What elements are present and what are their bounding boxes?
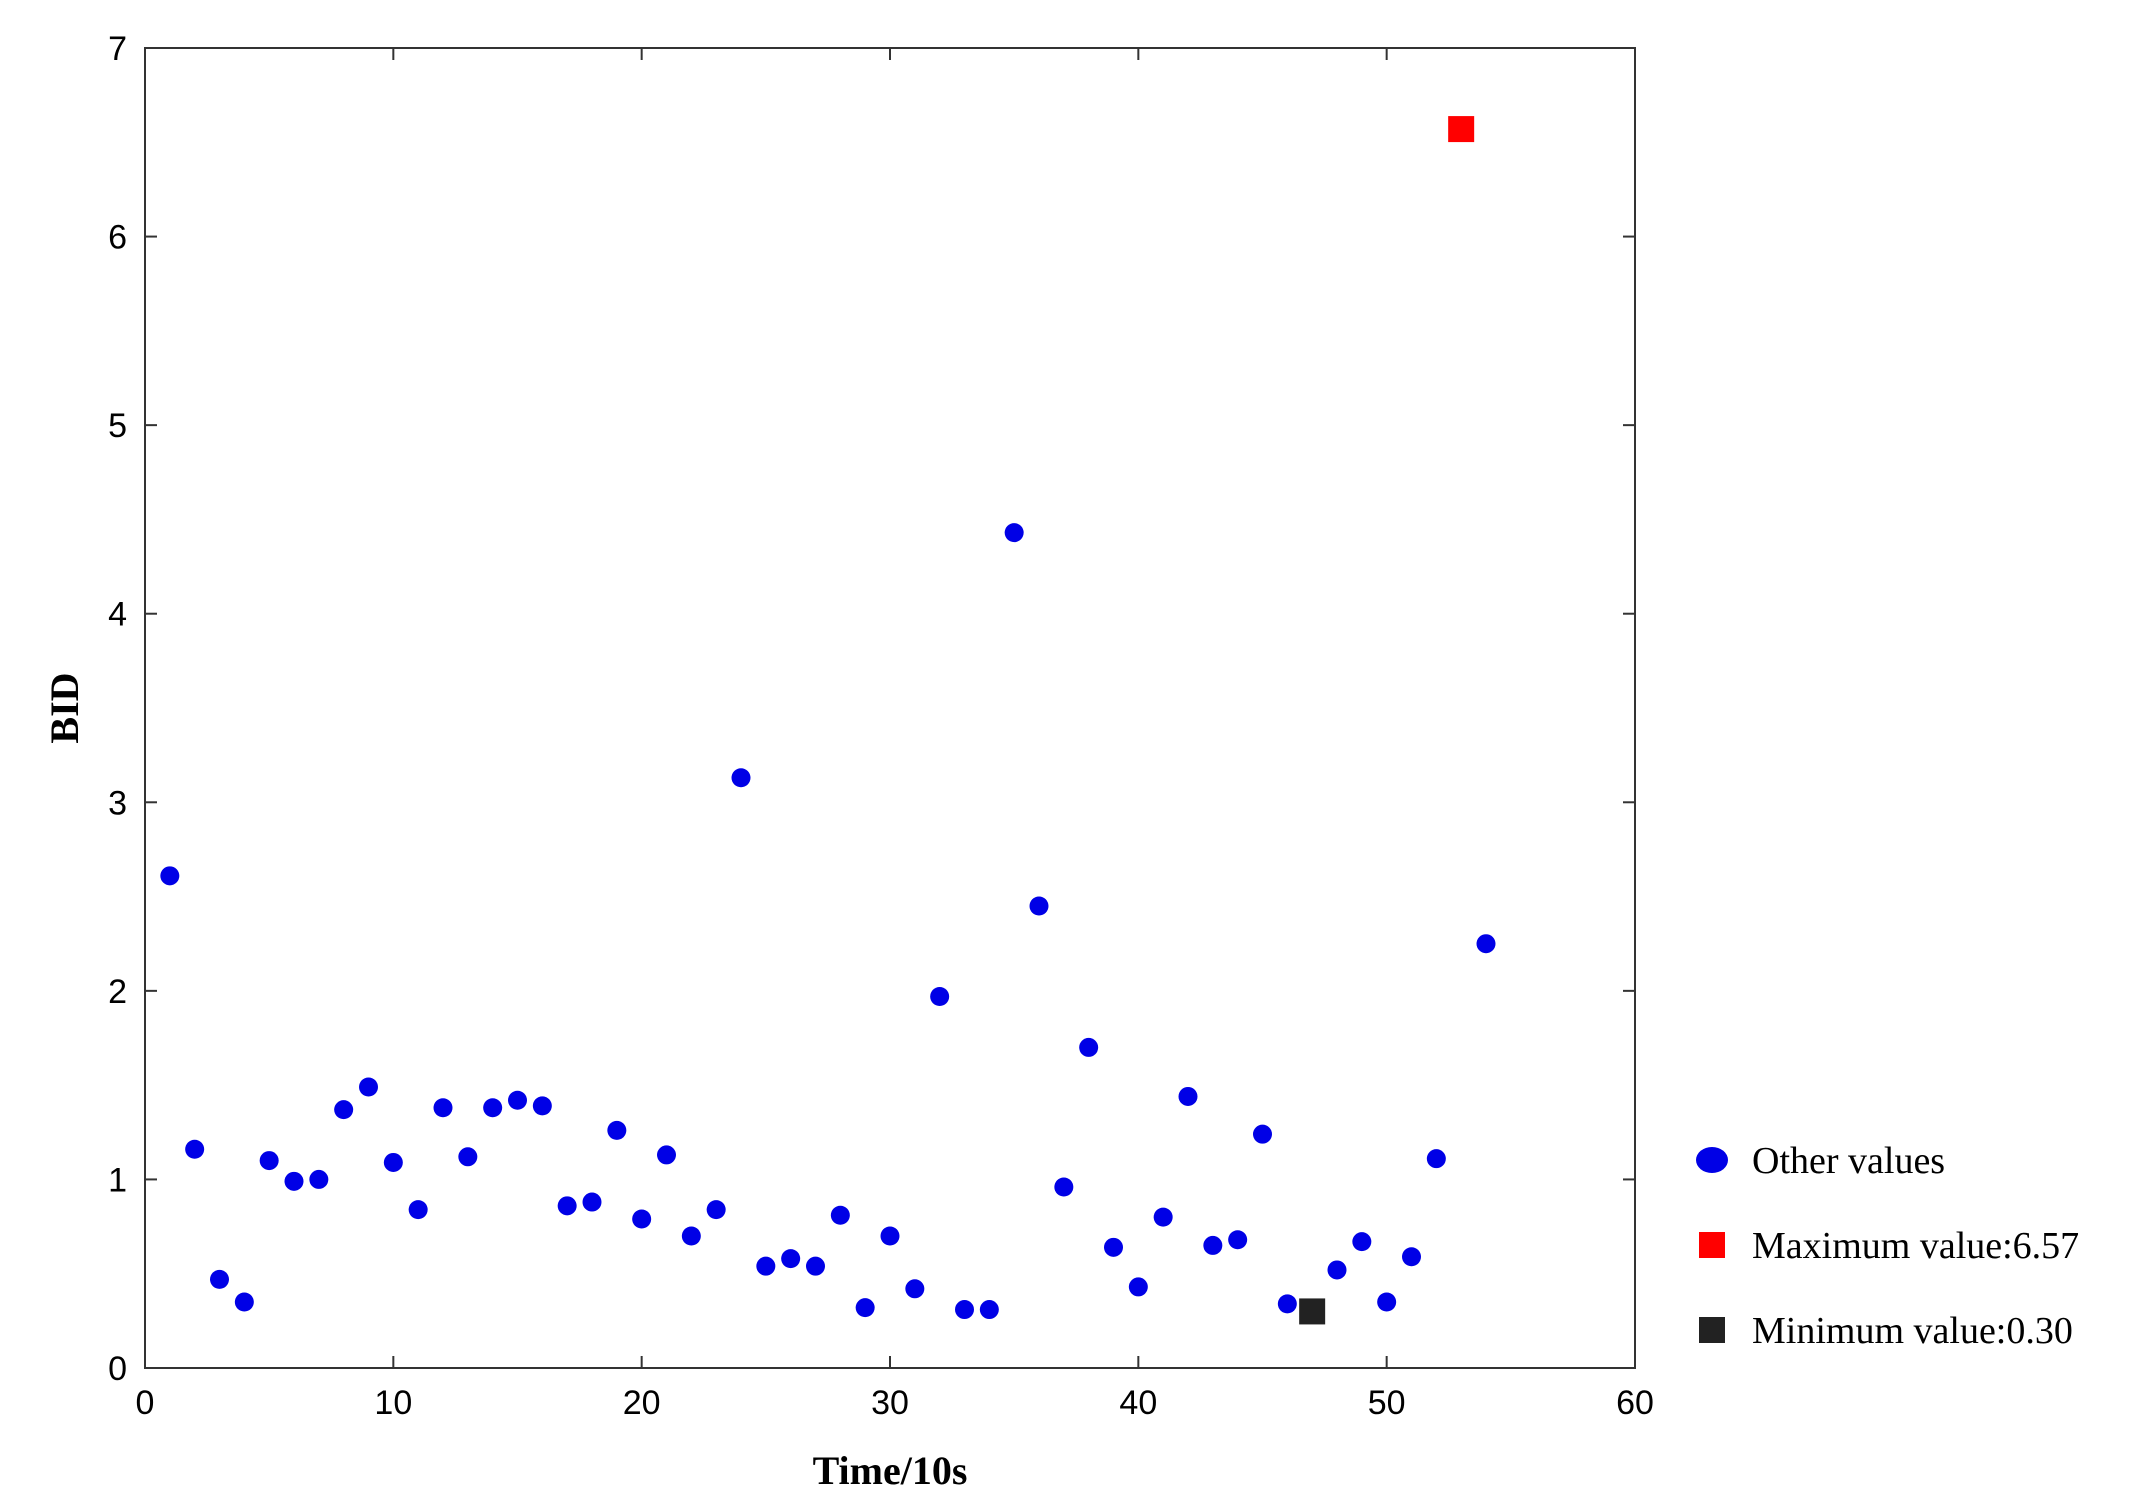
data-point-circle bbox=[483, 1098, 503, 1118]
data-point-circle bbox=[1352, 1232, 1372, 1252]
data-point-circle bbox=[1128, 1277, 1148, 1297]
data-point-circle bbox=[284, 1171, 304, 1191]
data-point-circle bbox=[955, 1300, 974, 1320]
data-point-circle bbox=[607, 1120, 627, 1140]
legend-label: Maximum value:6.57 bbox=[1752, 1225, 2079, 1267]
data-point-circle bbox=[855, 1298, 875, 1318]
data-point-circle bbox=[334, 1100, 354, 1120]
data-point-circle bbox=[1327, 1260, 1347, 1280]
data-point-circle bbox=[383, 1152, 403, 1172]
data-point-circle bbox=[1178, 1086, 1198, 1106]
data-point-circle bbox=[433, 1098, 453, 1118]
legend-marker-square bbox=[1699, 1232, 1725, 1258]
y-tick-label: 2 bbox=[108, 973, 127, 1011]
data-point-circle bbox=[1476, 934, 1496, 954]
x-tick-label: 30 bbox=[871, 1384, 909, 1422]
data-point-square bbox=[1299, 1298, 1326, 1325]
data-point-circle bbox=[1203, 1235, 1223, 1255]
data-point-circle bbox=[210, 1269, 229, 1289]
data-point-circle bbox=[979, 1300, 999, 1320]
x-tick-label: 60 bbox=[1616, 1384, 1654, 1422]
y-tick-label: 0 bbox=[108, 1350, 127, 1388]
data-point-circle bbox=[259, 1151, 279, 1171]
data-point-circle bbox=[930, 987, 950, 1007]
data-point-circle bbox=[185, 1139, 205, 1159]
legend-label: Other values bbox=[1752, 1140, 1945, 1182]
data-point-circle bbox=[532, 1096, 552, 1116]
data-point-circle bbox=[508, 1090, 527, 1110]
data-point-circle bbox=[632, 1209, 652, 1229]
x-tick-label: 40 bbox=[1119, 1384, 1157, 1422]
data-point-circle bbox=[830, 1205, 850, 1225]
plot-frame bbox=[144, 47, 1636, 1369]
data-point-circle bbox=[1079, 1037, 1099, 1057]
data-point-circle bbox=[905, 1279, 925, 1299]
data-point-circle bbox=[1153, 1207, 1173, 1227]
x-tick-label: 50 bbox=[1368, 1384, 1406, 1422]
data-point-circle bbox=[582, 1192, 602, 1212]
data-point-circle bbox=[359, 1077, 378, 1097]
x-tick-label: 20 bbox=[623, 1384, 661, 1422]
y-tick-label: 1 bbox=[108, 1161, 127, 1199]
y-axis-title: BID bbox=[42, 672, 87, 743]
x-tick-label: 10 bbox=[374, 1384, 412, 1422]
data-point-circle bbox=[1253, 1124, 1272, 1144]
y-tick-label: 4 bbox=[108, 596, 127, 634]
y-tick-label: 7 bbox=[108, 30, 127, 68]
data-point-circle bbox=[681, 1226, 701, 1246]
data-point-square bbox=[1448, 116, 1475, 143]
data-point-circle bbox=[160, 866, 180, 886]
data-point-circle bbox=[234, 1292, 254, 1312]
data-points bbox=[160, 116, 1496, 1325]
y-tick-label: 6 bbox=[108, 219, 127, 257]
data-point-circle bbox=[557, 1196, 577, 1216]
data-point-circle bbox=[880, 1226, 900, 1246]
data-point-circle bbox=[1228, 1230, 1248, 1250]
data-point-circle bbox=[1054, 1177, 1074, 1197]
data-point-circle bbox=[657, 1145, 676, 1165]
data-point-circle bbox=[731, 768, 751, 788]
y-tick-label: 5 bbox=[108, 407, 127, 445]
data-point-circle bbox=[408, 1200, 428, 1220]
x-axis-title: Time/10s bbox=[813, 1448, 968, 1493]
data-point-circle bbox=[806, 1256, 825, 1276]
data-point-circle bbox=[1029, 896, 1049, 916]
data-point-circle bbox=[1377, 1292, 1397, 1312]
legend-label: Minimum value:0.30 bbox=[1752, 1310, 2073, 1352]
data-point-circle bbox=[458, 1147, 478, 1167]
data-point-circle bbox=[756, 1256, 776, 1276]
data-point-circle bbox=[1402, 1247, 1421, 1267]
legend: Other values Maximum value:6.57 Minimum va… bbox=[1696, 1140, 2079, 1352]
data-point-circle bbox=[1004, 523, 1024, 543]
axes: 0 10 20 30 40 50 60 0 1 2 3 4 5 6 7 bbox=[108, 30, 1654, 1422]
data-point-circle bbox=[1104, 1237, 1123, 1257]
legend-marker-circle bbox=[1696, 1147, 1728, 1173]
data-point-circle bbox=[1277, 1294, 1297, 1314]
x-tick-label: 0 bbox=[136, 1384, 155, 1422]
y-tick-label: 3 bbox=[108, 784, 127, 822]
legend-marker-square bbox=[1699, 1317, 1725, 1343]
data-point-circle bbox=[706, 1200, 726, 1220]
data-point-circle bbox=[781, 1249, 801, 1269]
data-point-circle bbox=[1426, 1149, 1446, 1169]
data-point-circle bbox=[309, 1169, 329, 1189]
